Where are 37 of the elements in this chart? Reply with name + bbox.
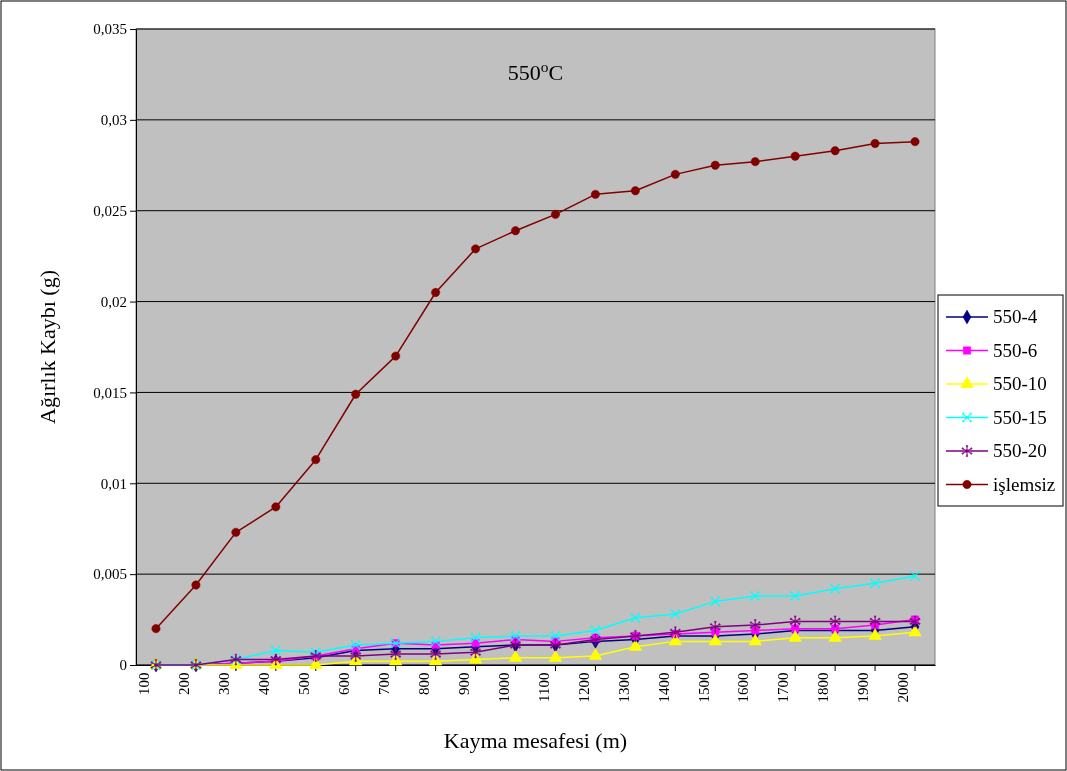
x-tick-label: 1500 [695, 672, 712, 703]
legend-label: 550-15 [993, 406, 1047, 428]
y-tick-label: 0,005 [93, 566, 127, 583]
x-tick-label: 500 [296, 672, 313, 695]
x-axis-title: Kayma mesafesi (m) [443, 728, 628, 753]
x-tick-label: 1900 [855, 672, 872, 703]
x-tick-label: 900 [455, 672, 472, 695]
y-tick-label: 0,035 [93, 21, 127, 38]
legend-label: 550-4 [993, 306, 1038, 327]
text: 550$^{o}$C [507, 57, 564, 85]
x-tick-label: 200 [176, 672, 193, 695]
x-tick-label: 2000 [895, 672, 912, 703]
x-tick-label: 800 [415, 672, 432, 695]
x-tick-label: 400 [256, 672, 273, 695]
legend-label: 550-10 [993, 373, 1047, 394]
x-tick-label: 1400 [655, 672, 672, 703]
x-tick-label: 100 [136, 672, 153, 695]
x-tick-label: 600 [335, 672, 352, 695]
y-tick-label: 0,025 [93, 203, 127, 220]
y-tick-label: 0,015 [93, 384, 127, 401]
y-tick-label: 0,01 [100, 475, 127, 492]
y-tick-label: 0,02 [100, 293, 127, 310]
y-axis-title: Ağırlık Kaybı (g) [35, 270, 60, 424]
y-tick-label: 0,03 [100, 112, 127, 129]
x-tick-label: 700 [375, 672, 392, 695]
legend-label: işlemsiz [993, 473, 1056, 495]
x-tick-label: 1600 [735, 672, 752, 703]
legend-label: 550-20 [993, 440, 1047, 461]
x-tick-label: 1000 [495, 672, 512, 703]
x-tick-label: 1800 [815, 672, 832, 703]
y-tick-label: 0 [119, 657, 127, 674]
x-tick-label: 1700 [775, 672, 792, 703]
x-tick-label: 1100 [535, 672, 552, 702]
x-tick-label: 300 [216, 672, 233, 695]
x-tick-label: 1200 [575, 672, 592, 703]
x-tick-label: 1300 [615, 672, 632, 703]
legend-label: 550-6 [993, 339, 1038, 361]
